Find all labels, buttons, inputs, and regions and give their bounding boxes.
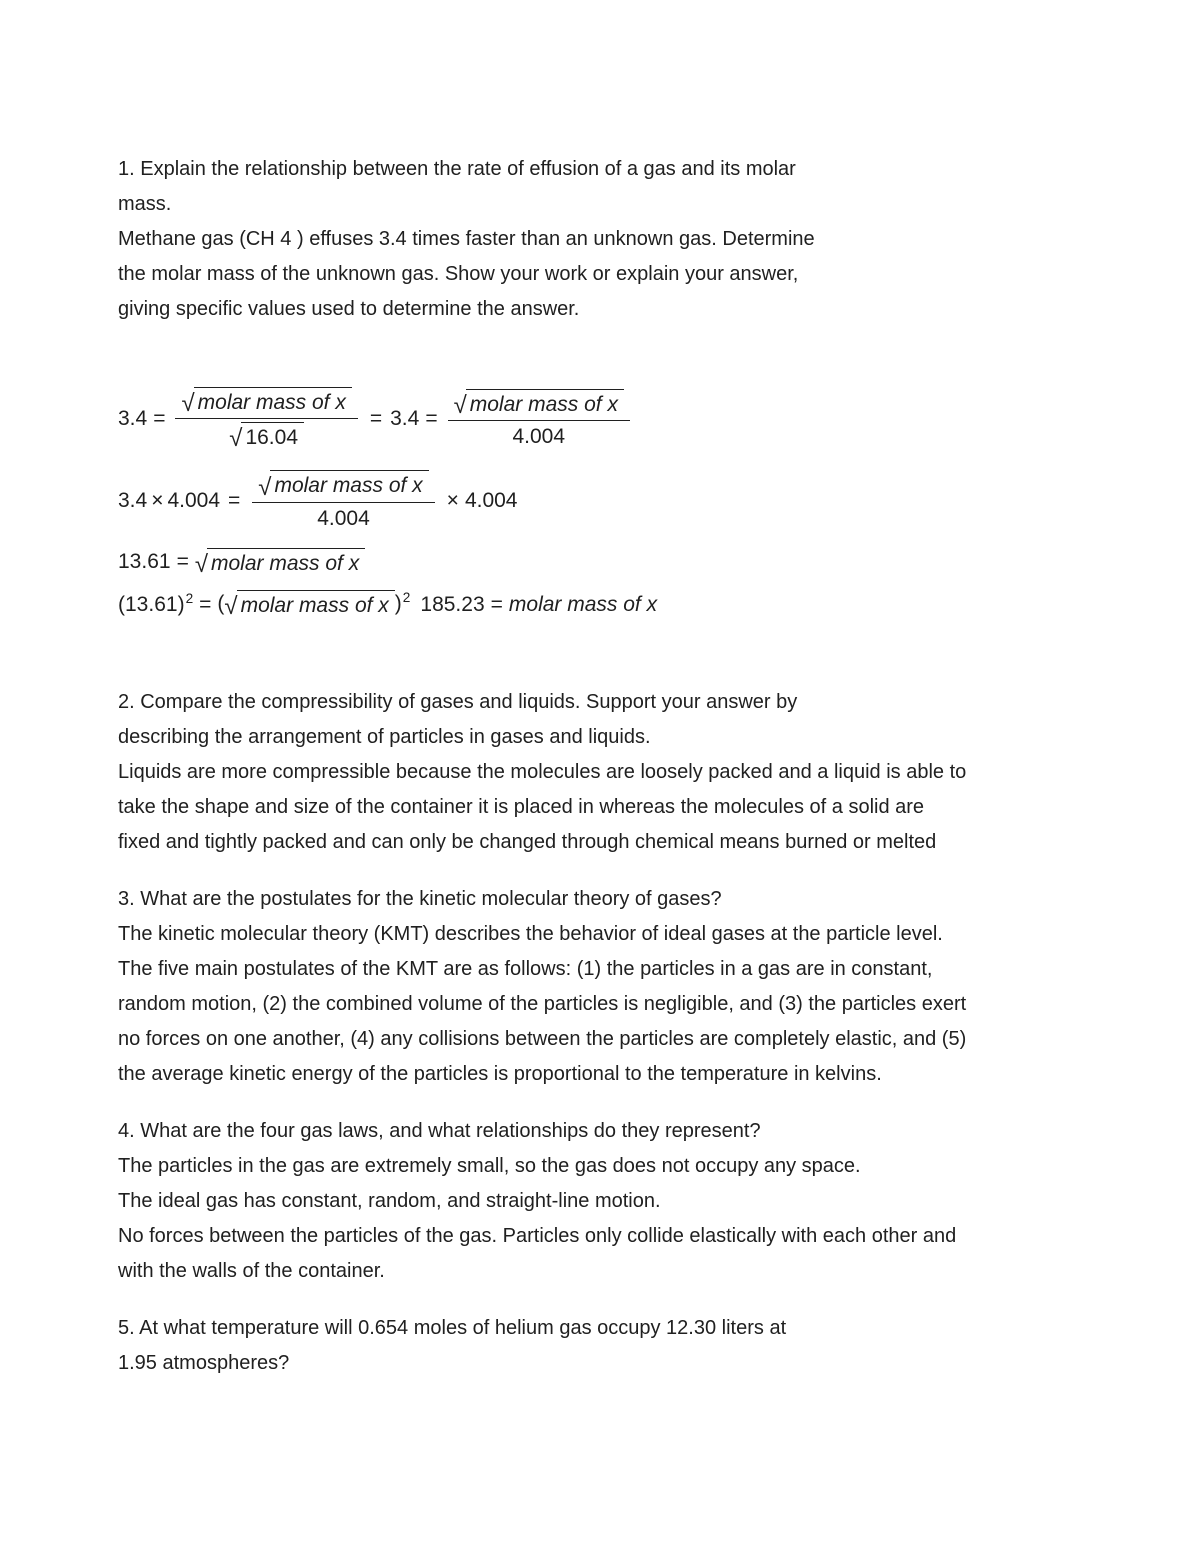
times-2a: ×	[151, 488, 163, 513]
q2-answer-line2: take the shape and size of the container…	[118, 793, 1082, 822]
lparen-4b: (	[217, 592, 224, 615]
question-3: 3. What are the postulates for the kinet…	[118, 885, 1082, 1089]
mm-ch4: 16.04	[241, 422, 304, 450]
q3-answer-line2: The five main postulates of the KMT are …	[118, 955, 1082, 984]
q1-line3: Methane gas (CH 4 ) effuses 3.4 times fa…	[118, 225, 1082, 254]
q4-question: 4. What are the four gas laws, and what …	[118, 1117, 1082, 1146]
frac-2: √ molar mass of x 4.004	[252, 467, 434, 533]
math-line-4: (13.61)2 = (√molar mass of x)2 185.23 = …	[118, 590, 1082, 619]
val-4-004-a: 4.004	[167, 488, 220, 513]
mmx-label-1b: molar mass of x	[466, 389, 624, 417]
q2-answer-line3: fixed and tightly packed and can only be…	[118, 828, 1082, 857]
q1-line5: giving specific values used to determine…	[118, 295, 1082, 324]
q3-question: 3. What are the postulates for the kinet…	[118, 885, 1082, 914]
eq-2: =	[228, 488, 240, 513]
q3-answer-line1: The kinetic molecular theory (KMT) descr…	[118, 920, 1082, 949]
q1-line4: the molar mass of the unknown gas. Show …	[118, 260, 1082, 289]
sqrt-16-04: √ 16.04	[229, 422, 304, 450]
eq-3: =	[177, 549, 189, 574]
mmx-label-3: molar mass of x	[207, 548, 365, 576]
math-line-1: 3.4 = √ molar mass of x √ 16.04 =	[118, 384, 1082, 453]
lparen-4a: (	[118, 593, 125, 616]
mmx-label-5: molar mass of x	[509, 592, 657, 617]
question-5: 5. At what temperature will 0.654 moles …	[118, 1314, 1082, 1378]
math-line-2: 3.4 × 4.004 = √ molar mass of x 4.004 × …	[118, 467, 1082, 533]
q5-line2: 1.95 atmospheres?	[118, 1349, 1082, 1378]
math-line-3: 13.61 = √ molar mass of x	[118, 548, 1082, 576]
q3-answer-line4: no forces on one another, (4) any collis…	[118, 1025, 1082, 1054]
sqrt-mmx-1a: √ molar mass of x	[181, 387, 351, 415]
sq-4b: 2	[403, 590, 411, 605]
q4-answer-line4: with the walls of the container.	[118, 1257, 1082, 1286]
den-4-004-b: 4.004	[311, 503, 376, 534]
rparen-4b: )	[395, 592, 402, 615]
val-3-4-b: 3.4	[390, 406, 419, 431]
rparen-4a: )	[178, 593, 185, 616]
q1-math: 3.4 = √ molar mass of x √ 16.04 =	[118, 384, 1082, 618]
q1-line2: mass.	[118, 190, 1082, 219]
eq-4a: =	[199, 592, 211, 617]
val-13-61-a: 13.61	[118, 549, 171, 574]
mmx-label-1a: molar mass of x	[194, 387, 352, 415]
document-page: 1. Explain the relationship between the …	[0, 0, 1200, 1553]
question-2: 2. Compare the compressibility of gases …	[118, 688, 1082, 857]
den-4-004-a: 4.004	[506, 421, 571, 452]
q4-answer-line1: The particles in the gas are extremely s…	[118, 1152, 1082, 1181]
q2-answer-line1: Liquids are more compressible because th…	[118, 758, 1082, 787]
q3-answer-line3: random motion, (2) the combined volume o…	[118, 990, 1082, 1019]
q2-question-line1: 2. Compare the compressibility of gases …	[118, 688, 1082, 717]
eq-1a: =	[153, 406, 165, 431]
sqrt-mmx-3: √ molar mass of x	[195, 548, 365, 576]
val-3-4-a: 3.4	[118, 406, 147, 431]
mmx-label-2: molar mass of x	[270, 470, 428, 498]
val-3-4-c: 3.4	[118, 488, 147, 513]
frac-1b: √ molar mass of x 4.004	[448, 386, 630, 452]
q3-answer-line5: the average kinetic energy of the partic…	[118, 1060, 1082, 1089]
eq-4b: =	[491, 592, 503, 617]
q1-line1: 1. Explain the relationship between the …	[118, 155, 1082, 184]
question-4: 4. What are the four gas laws, and what …	[118, 1117, 1082, 1286]
q4-answer-line3: No forces between the particles of the g…	[118, 1222, 1082, 1251]
q5-line1: 5. At what temperature will 0.654 moles …	[118, 1314, 1082, 1343]
eq-1c: =	[425, 406, 437, 431]
eq-1b: =	[370, 406, 382, 431]
sqrt-mmx-2: √ molar mass of x	[258, 470, 428, 498]
sqrt-mmx-4: √molar mass of x	[224, 590, 394, 618]
val-4-004-b: 4.004	[465, 488, 518, 513]
mmx-label-4: molar mass of x	[237, 590, 395, 618]
q4-answer-line2: The ideal gas has constant, random, and …	[118, 1187, 1082, 1216]
frac-1a: √ molar mass of x √ 16.04	[175, 384, 357, 453]
times-2b: ×	[447, 488, 459, 513]
q2-question-line2: describing the arrangement of particles …	[118, 723, 1082, 752]
sqrt-mmx-1b: √ molar mass of x	[454, 389, 624, 417]
val-13-61-b: 13.61	[125, 593, 178, 616]
val-185-23: 185.23	[420, 592, 484, 617]
sq-4a: 2	[186, 591, 194, 606]
question-1: 1. Explain the relationship between the …	[118, 155, 1082, 324]
